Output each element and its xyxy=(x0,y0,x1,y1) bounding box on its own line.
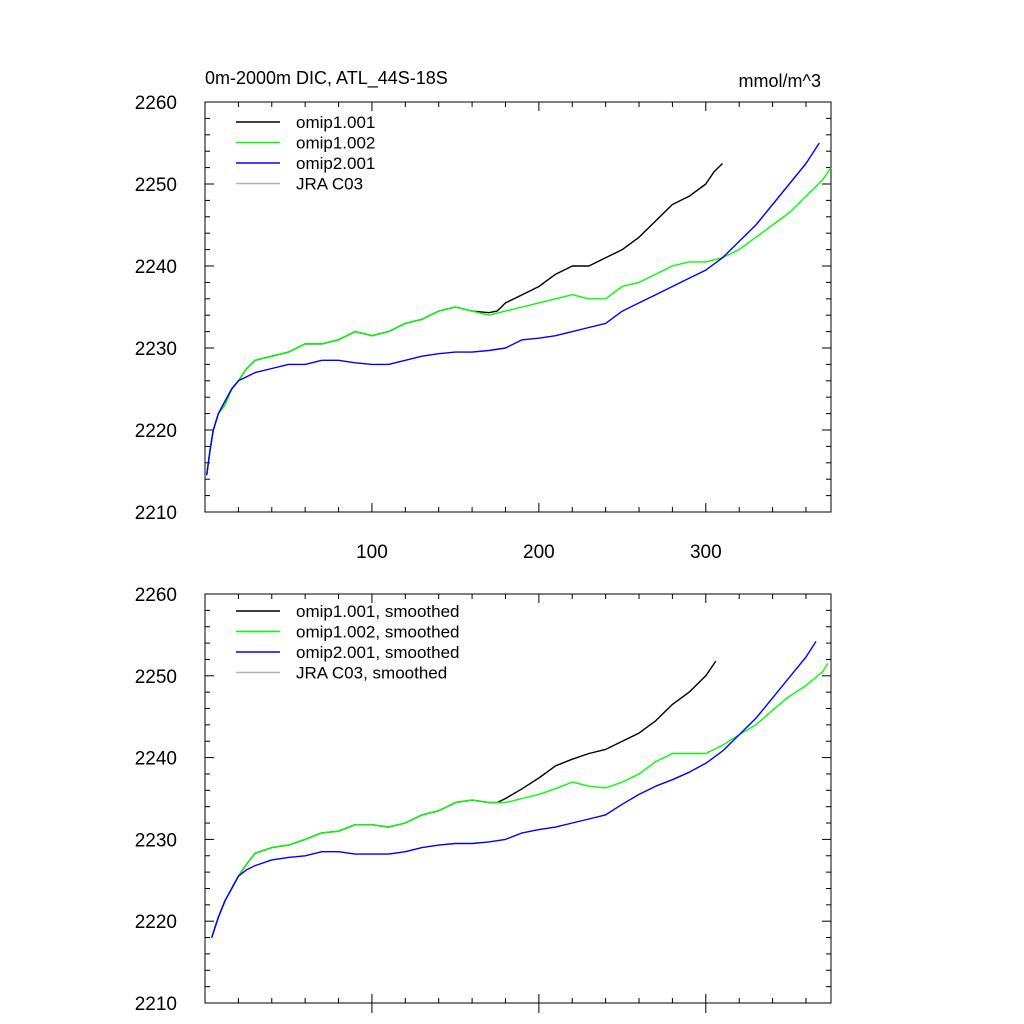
x-tick-label: 100 xyxy=(356,542,388,563)
y-tick-label: 2250 xyxy=(135,175,177,196)
legend-label: omip1.002 xyxy=(296,134,375,153)
y-tick-label: 2230 xyxy=(135,339,177,360)
series-line-omip1-002 xyxy=(206,167,832,476)
y-tick-label: 2220 xyxy=(135,912,177,933)
legend-label: omip1.001, smoothed xyxy=(296,602,460,621)
y-tick-label: 2240 xyxy=(135,749,177,770)
y-tick-label: 2260 xyxy=(135,93,177,114)
y-tick-label: 2240 xyxy=(135,257,177,278)
series-line-omip2-001 xyxy=(206,142,820,476)
x-tick-label: 200 xyxy=(523,542,555,563)
legend-label: omip2.001, smoothed xyxy=(296,643,460,662)
units-label: mmol/m^3 xyxy=(739,71,821,91)
y-tick-label: 2210 xyxy=(135,503,177,524)
y-tick-label: 2250 xyxy=(135,667,177,688)
legend-label: JRA C03, smoothed xyxy=(296,664,447,683)
legend-label: JRA C03 xyxy=(296,175,363,194)
chart-panel-2: 2210 2220 2230 2240 2250 2260 omip1.001, smoot… xyxy=(135,585,832,1015)
chart-panel-1: 2210 2220 2230 2240 2250 2260 100 200 300 0m-2000… xyxy=(135,68,832,563)
plot-frame xyxy=(204,101,832,513)
chart-title: 0m-2000m DIC, ATL_44S-18S xyxy=(205,68,448,89)
legend-label: omip1.002, smoothed xyxy=(296,623,460,642)
x-tick-label: 300 xyxy=(690,542,722,563)
y-tick-label: 2210 xyxy=(135,994,177,1015)
legend-label: omip2.001 xyxy=(296,154,375,173)
series-line-omip1-001 xyxy=(206,162,723,476)
plot-frame xyxy=(204,593,832,1004)
legend-label: omip1.001 xyxy=(296,113,375,132)
series-line-omip2-001-smoothed xyxy=(211,641,817,938)
y-tick-label: 2230 xyxy=(135,830,177,851)
series-line-omip1-002-smoothed xyxy=(211,663,829,938)
y-tick-label: 2220 xyxy=(135,421,177,442)
legend: omip1.001, smoothed omip1.002, smoothedom… xyxy=(236,602,460,683)
y-tick-label: 2260 xyxy=(135,585,177,606)
series-line-omip1-001-smoothed xyxy=(211,660,717,938)
